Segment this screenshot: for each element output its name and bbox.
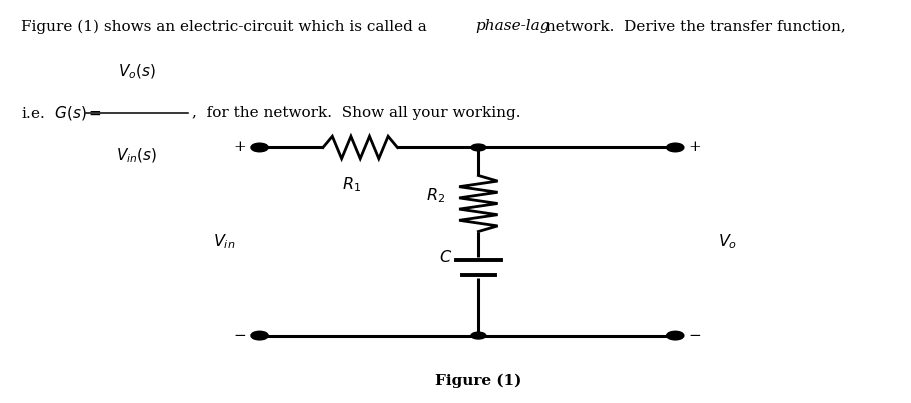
Text: $V_{in}$: $V_{in}$ [213,232,235,251]
Circle shape [251,332,267,339]
Text: $R_2$: $R_2$ [425,186,445,205]
Text: $R_1$: $R_1$ [342,175,361,194]
Circle shape [470,332,486,339]
Text: $V_o$: $V_o$ [717,232,737,251]
Circle shape [667,144,682,151]
Text: Figure (1) shows an electric-circuit which is called a: Figure (1) shows an electric-circuit whi… [21,19,431,34]
Circle shape [667,332,682,339]
Text: phase-lag: phase-lag [475,19,548,33]
Text: network.  Derive the transfer function,: network. Derive the transfer function, [541,19,845,33]
Text: −: − [688,328,701,343]
Text: $V_o(s)$: $V_o(s)$ [118,62,156,81]
Text: +: + [233,141,246,154]
Circle shape [470,144,486,151]
Text: ,  for the network.  Show all your working.: , for the network. Show all your working… [192,106,520,120]
Text: i.e.  $G(s)=$: i.e. $G(s)=$ [21,104,102,123]
Text: Figure (1): Figure (1) [435,373,521,388]
Text: −: − [233,328,246,343]
Text: +: + [688,141,701,154]
Text: $C$: $C$ [438,249,452,266]
Text: $V_{in}(s)$: $V_{in}(s)$ [117,146,158,165]
Circle shape [251,144,267,151]
